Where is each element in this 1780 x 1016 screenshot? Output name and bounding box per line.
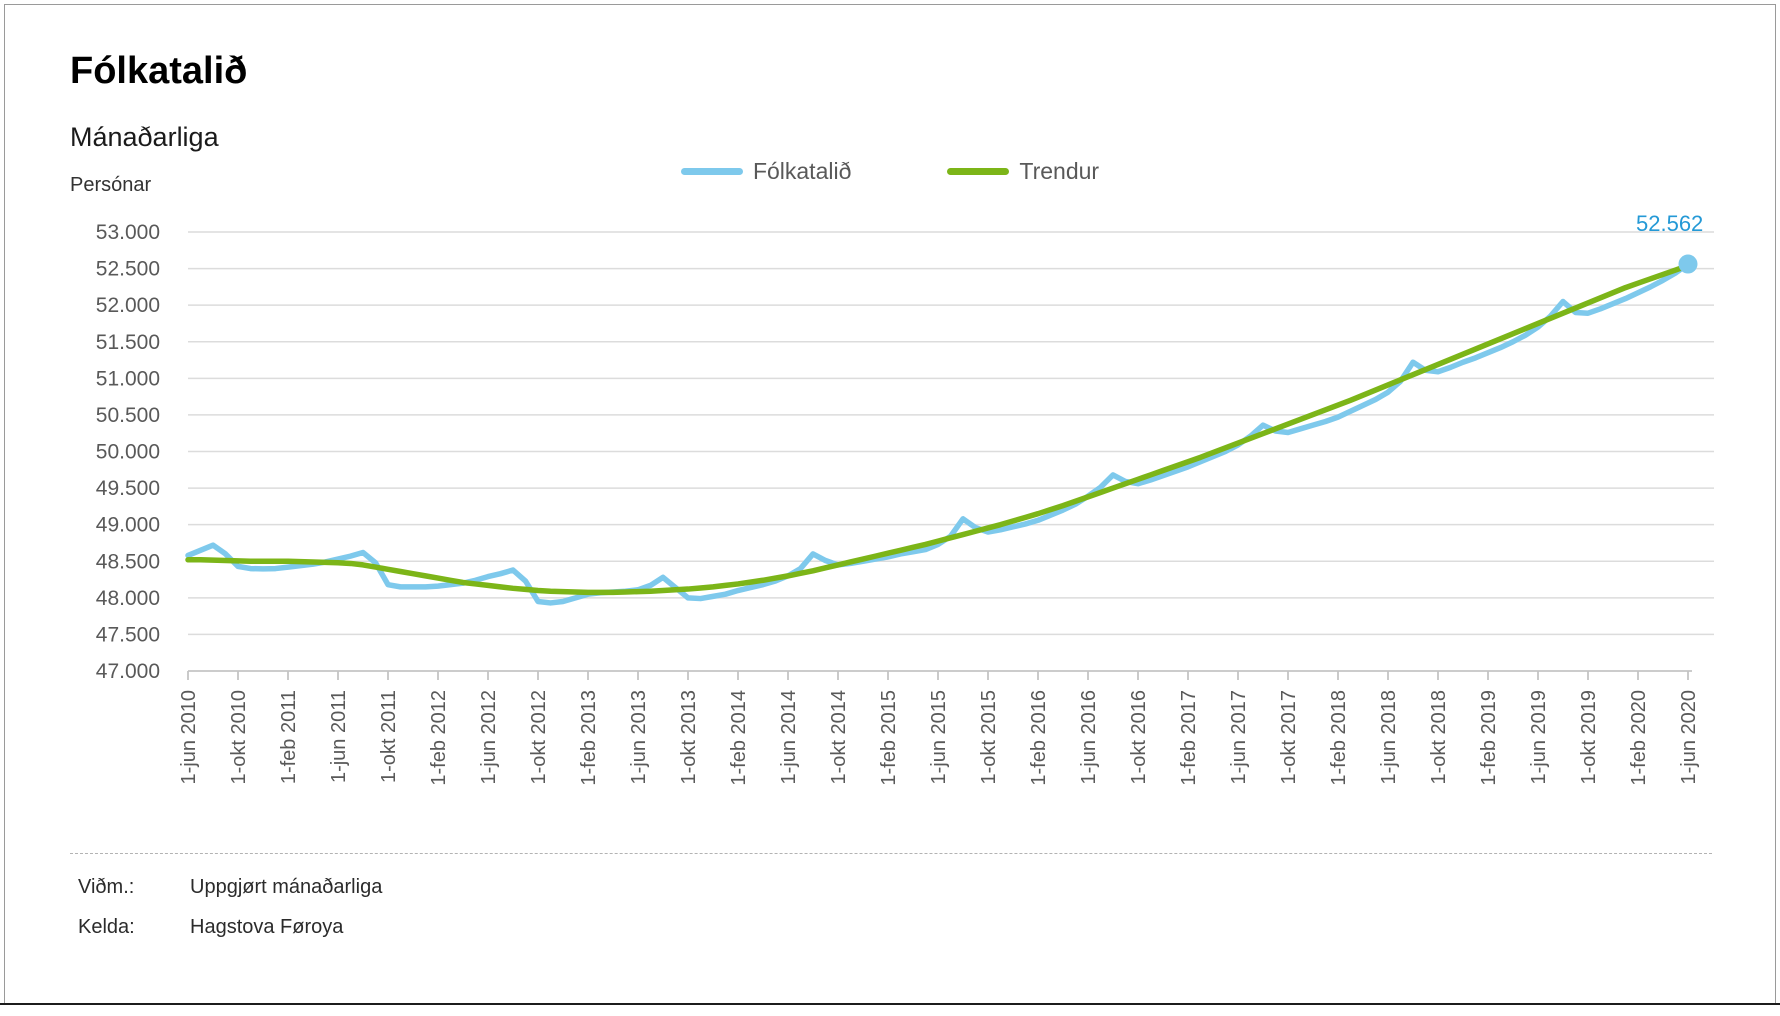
x-axis-label: 1-okt 2012	[528, 690, 550, 785]
x-axis-label: 1-okt 2018	[1428, 690, 1450, 785]
footer-note-row: Viðm.: Uppgjørt mánaðarliga	[78, 876, 382, 899]
footer-source-value: Hagstova Føroya	[190, 916, 344, 938]
x-axis-label: 1-jun 2014	[778, 690, 800, 785]
page-bottom-border	[0, 1003, 1780, 1005]
page-title: Fólkatalið	[70, 50, 248, 92]
x-axis-label: 1-okt 2016	[1128, 690, 1150, 785]
y-axis-label: 50.000	[96, 441, 160, 464]
x-axis-label: 1-feb 2016	[1028, 690, 1050, 786]
x-axis-label: 1-jun 2019	[1528, 690, 1550, 785]
y-axis-label: 47.000	[96, 660, 160, 683]
y-axis-label: 51.000	[96, 367, 160, 390]
legend-line-swatch-blue	[680, 168, 743, 175]
y-axis-label: 47.500	[96, 623, 160, 646]
x-axis-label: 1-okt 2015	[978, 690, 1000, 785]
y-axis-label: 48.000	[96, 587, 160, 610]
x-axis-label: 1-okt 2017	[1278, 690, 1300, 785]
x-axis-label: 1-feb 2017	[1178, 690, 1200, 786]
x-axis-label: 1-jun 2011	[328, 690, 350, 783]
y-axis-label: 52.000	[96, 294, 160, 317]
x-axis-label: 1-okt 2019	[1578, 690, 1600, 785]
x-axis-label: 1-jun 2018	[1378, 690, 1400, 785]
x-axis-label: 1-jun 2015	[928, 690, 950, 785]
footer-note-value: Uppgjørt mánaðarliga	[190, 876, 383, 898]
y-axis-label: 52.500	[96, 258, 160, 281]
legend-item-folkatalid: Fólkatalið	[680, 158, 852, 185]
y-axis-unit-label: Persónar	[70, 174, 152, 196]
x-axis-label: 1-jun 2010	[178, 690, 200, 785]
legend-line-swatch-green	[947, 168, 1010, 175]
x-axis-label: 1-feb 2019	[1478, 690, 1500, 786]
x-axis-label: 1-okt 2014	[828, 690, 850, 785]
x-axis-label: 1-jun 2017	[1228, 690, 1250, 785]
footer-separator	[70, 853, 1712, 854]
y-axis-label: 50.500	[96, 404, 160, 427]
last-value-dot	[1678, 254, 1698, 274]
x-axis-label: 1-okt 2011	[378, 690, 400, 783]
x-axis-label: 1-jun 2012	[478, 690, 500, 785]
x-axis-label: 1-feb 2020	[1628, 690, 1650, 786]
y-axis-label: 49.500	[96, 477, 160, 500]
x-axis-label: 1-feb 2013	[578, 690, 600, 786]
legend-label-trendur: Trendur	[1019, 158, 1100, 184]
x-axis-label: 1-jun 2013	[628, 690, 650, 785]
footer-source-row: Kelda: Hagstova Føroya	[78, 916, 343, 939]
footer-source-label: Kelda:	[78, 916, 135, 938]
x-axis-label: 1-feb 2015	[878, 690, 900, 786]
last-value-label: 52.562	[1636, 211, 1704, 236]
x-axis-label: 1-okt 2010	[228, 690, 250, 785]
y-axis-label: 51.500	[96, 331, 160, 354]
legend-item-trendur: Trendur	[947, 158, 1099, 185]
legend-label-folkatalid: Fólkatalið	[752, 158, 852, 184]
x-axis-label: 1-jun 2016	[1078, 690, 1100, 785]
chart-legend: Fólkatalið Trendur	[0, 158, 1780, 185]
footer-note-label: Viðm.:	[78, 876, 135, 898]
y-axis-label: 48.500	[96, 550, 160, 573]
x-axis-label: 1-feb 2014	[728, 690, 750, 786]
page-border	[4, 4, 1776, 1004]
y-axis-label: 53.000	[96, 221, 160, 244]
series-line-folkatalid	[185, 261, 1691, 606]
x-axis-label: 1-jun 2020	[1678, 690, 1700, 785]
x-axis-label: 1-feb 2012	[428, 690, 450, 786]
x-axis-label: 1-feb 2018	[1328, 690, 1350, 786]
series-line-trendur	[185, 262, 1691, 596]
y-axis-label: 49.000	[96, 514, 160, 537]
x-axis-label: 1-okt 2013	[678, 690, 700, 785]
x-axis-label: 1-feb 2011	[278, 690, 300, 784]
page-subtitle: Mánaðarliga	[70, 122, 219, 152]
